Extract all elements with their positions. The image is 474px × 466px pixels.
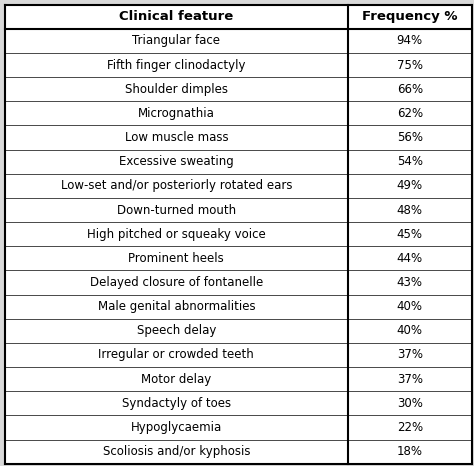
- Text: 75%: 75%: [397, 59, 423, 72]
- Text: 45%: 45%: [397, 228, 423, 240]
- Text: Down-turned mouth: Down-turned mouth: [117, 204, 236, 217]
- Text: Delayed closure of fontanelle: Delayed closure of fontanelle: [90, 276, 263, 289]
- Text: 62%: 62%: [397, 107, 423, 120]
- Text: High pitched or squeaky voice: High pitched or squeaky voice: [87, 228, 266, 240]
- Text: Shoulder dimples: Shoulder dimples: [125, 82, 228, 96]
- Text: Low muscle mass: Low muscle mass: [125, 131, 228, 144]
- Text: Irregular or crowded teeth: Irregular or crowded teeth: [99, 349, 254, 362]
- Text: Triangular face: Triangular face: [132, 34, 220, 48]
- Text: Male genital abnormalities: Male genital abnormalities: [98, 300, 255, 313]
- Text: 48%: 48%: [397, 204, 423, 217]
- Text: Fifth finger clinodactyly: Fifth finger clinodactyly: [107, 59, 246, 72]
- Text: 37%: 37%: [397, 373, 423, 386]
- Text: Micrognathia: Micrognathia: [138, 107, 215, 120]
- Text: 30%: 30%: [397, 397, 423, 410]
- Text: 94%: 94%: [397, 34, 423, 48]
- Text: 40%: 40%: [397, 300, 423, 313]
- Text: 40%: 40%: [397, 324, 423, 337]
- Text: Motor delay: Motor delay: [141, 373, 211, 386]
- Text: Clinical feature: Clinical feature: [119, 10, 234, 23]
- Text: 37%: 37%: [397, 349, 423, 362]
- Text: Speech delay: Speech delay: [137, 324, 216, 337]
- Text: Excessive sweating: Excessive sweating: [119, 155, 234, 168]
- Text: Prominent heels: Prominent heels: [128, 252, 224, 265]
- Text: 66%: 66%: [397, 82, 423, 96]
- Text: 22%: 22%: [397, 421, 423, 434]
- Text: 44%: 44%: [397, 252, 423, 265]
- Text: 56%: 56%: [397, 131, 423, 144]
- Text: 43%: 43%: [397, 276, 423, 289]
- Text: 54%: 54%: [397, 155, 423, 168]
- Text: Hypoglycaemia: Hypoglycaemia: [131, 421, 222, 434]
- Text: Syndactyly of toes: Syndactyly of toes: [122, 397, 231, 410]
- Text: Low-set and/or posteriorly rotated ears: Low-set and/or posteriorly rotated ears: [61, 179, 292, 192]
- Text: 18%: 18%: [397, 445, 423, 458]
- Text: 49%: 49%: [397, 179, 423, 192]
- Text: Frequency %: Frequency %: [362, 10, 457, 23]
- Text: Scoliosis and/or kyphosis: Scoliosis and/or kyphosis: [102, 445, 250, 458]
